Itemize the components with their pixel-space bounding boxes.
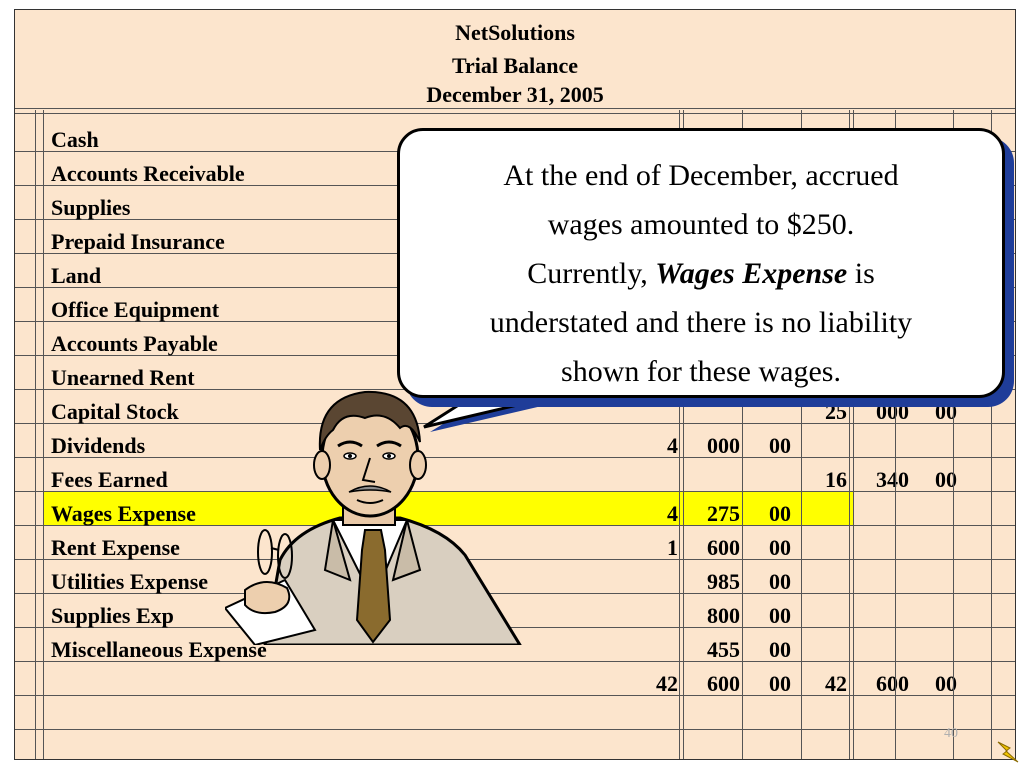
amount-dr-ce: 00 [769,637,791,662]
account-name: Fees Earned [51,467,168,492]
amount-cr-th: 42 [825,671,847,696]
account-name: Supplies Exp [51,603,174,628]
report-date: December 31, 2005 [426,82,604,107]
callout-line: Currently, Wages Expense is [418,249,984,298]
table-row: Dividends 4 000 00 [15,424,1015,458]
amount-cr-ce: 00 [935,671,957,696]
slide-number: 40 [944,726,958,741]
amount-dr-hu: 800 [707,603,740,628]
highlight-band [44,492,853,525]
amount-dr-hu: 985 [707,569,740,594]
amount-cr-th: 25 [825,399,847,424]
column-rule [43,110,44,759]
account-name: Accounts Receivable [51,161,245,186]
amount-dr-hu: 000 [707,433,740,458]
account-name: Dividends [51,433,146,458]
column-rule [853,110,854,759]
amount-dr-hu: 600 [707,535,740,560]
amount-cr-ce: 00 [935,467,957,492]
account-name: Miscellaneous Expense [51,637,267,662]
column-rule [35,110,36,759]
table-row: Rent Expense 1 600 00 [15,526,1015,560]
amount-cr-th: 16 [825,467,847,492]
column-rule [849,110,850,759]
table-row [15,696,1015,730]
table-row: Accounts Receivable [15,152,1015,186]
amount-dr-hu: 455 [707,637,740,662]
callout-text: At the end of December, accrued wages am… [418,151,984,396]
account-name: Supplies [51,195,131,220]
table-row: Capital Stock 25 000 00 [15,390,1015,424]
amount-cr-hu: 600 [876,671,909,696]
report-title: Trial Balance [451,53,579,78]
callout-text-part: Currently, [527,257,656,290]
account-name: Utilities Expense [51,569,209,594]
amount-dr-th: 4 [667,433,678,458]
column-rule [742,110,743,759]
amount-dr-ce: 00 [769,603,791,628]
callout-line: At the end of December, accrued [503,159,899,192]
amount-dr-ce: 00 [769,535,791,560]
callout-text-part: is [847,257,875,290]
emphasis-wages-expense: Wages Expense [655,257,848,290]
table-row: Utilities Expense 985 00 [15,560,1015,594]
amount-dr-ce: 00 [769,433,791,458]
callout-line: understated and there is no liability [489,306,913,339]
column-rule [895,110,896,759]
table-row: Miscellaneous Expense 455 00 [15,628,1015,662]
table-row: Supplies Exp 800 00 [15,594,1015,628]
businessman-illustration [225,390,522,645]
amount-dr-ce: 00 [769,501,791,526]
company-name: NetSolutions [455,20,575,45]
account-name: Rent Expense [51,535,180,560]
account-name: Land [51,263,102,288]
table-row: Wages Expense 4 275 00 [15,492,1015,526]
amount-cr-hu: 340 [876,467,909,492]
amount-dr-ce: 00 [769,569,791,594]
amount-dr-ce: 00 [769,671,791,696]
lightning-bolt-icon[interactable] [994,738,1022,766]
header-divider-2 [15,113,1015,114]
amount-dr-hu: 275 [707,501,740,526]
amount-cr-ce: 00 [935,399,957,424]
account-name: Unearned Rent [51,365,195,390]
account-name: Prepaid Insurance [51,229,225,254]
column-rule [991,110,992,759]
column-rule [683,110,684,759]
column-rule [953,110,954,759]
amount-dr-th: 42 [656,671,678,696]
amount-dr-hu: 600 [707,671,740,696]
account-name: Office Equipment [51,297,220,322]
account-name: Capital Stock [51,399,179,424]
column-rule [801,110,802,759]
amount-dr-th: 4 [667,501,678,526]
header-divider [15,108,1015,109]
table-row: Fees Earned 16 340 00 [15,458,1015,492]
callout-line: wages amounted to $250. [547,208,855,241]
column-rule [679,110,680,759]
account-name: Wages Expense [51,501,196,526]
account-name: Accounts Payable [51,331,218,356]
callout-line: shown for these wages. [561,355,841,388]
amount-cr-hu: 000 [876,399,909,424]
table-row: 42 600 00 42 600 00 [15,662,1015,696]
callout-bubble: At the end of December, accrued wages am… [397,128,1005,398]
account-name: Cash [51,127,99,152]
amount-dr-th: 1 [667,535,678,560]
